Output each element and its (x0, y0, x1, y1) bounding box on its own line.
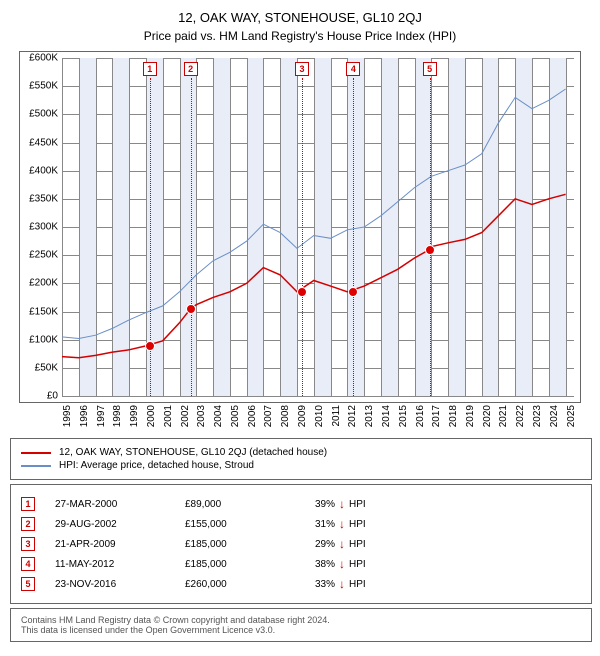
footer-box: Contains HM Land Registry data © Crown c… (10, 608, 592, 642)
transaction-price: £185,000 (185, 559, 315, 570)
y-axis-label: £200K (22, 278, 58, 289)
transaction-date: 23-NOV-2016 (55, 579, 185, 590)
transaction-dot (145, 341, 155, 351)
x-axis-label: 1996 (79, 405, 90, 435)
x-axis-label: 2012 (347, 405, 358, 435)
y-axis-label: £550K (22, 81, 58, 92)
x-axis-label: 2025 (566, 405, 577, 435)
transaction-row: 5 23-NOV-2016£260,00033% ↓ HPI (21, 577, 581, 591)
x-axis-label: 2010 (314, 405, 325, 435)
transaction-row: 2 29-AUG-2002£155,00031% ↓ HPI (21, 517, 581, 531)
transaction-dot (297, 287, 307, 297)
x-axis-label: 1997 (96, 405, 107, 435)
y-axis-label: £450K (22, 137, 58, 148)
transaction-number: 3 (21, 537, 35, 551)
legend-property-label: 12, OAK WAY, STONEHOUSE, GL10 2QJ (detac… (59, 447, 327, 458)
x-axis-label: 2021 (498, 405, 509, 435)
transaction-diff: 38% ↓ HPI (315, 557, 366, 571)
x-axis-label: 2023 (532, 405, 543, 435)
x-axis-label: 2017 (431, 405, 442, 435)
chart-marker: 4 (346, 62, 360, 76)
y-axis-label: £400K (22, 165, 58, 176)
y-axis-label: £250K (22, 250, 58, 261)
transaction-price: £155,000 (185, 519, 315, 530)
x-axis-label: 2015 (398, 405, 409, 435)
x-axis-label: 1995 (62, 405, 73, 435)
x-axis-label: 2006 (247, 405, 258, 435)
x-axis-label: 2014 (381, 405, 392, 435)
y-axis-label: £100K (22, 334, 58, 345)
transaction-row: 3 21-APR-2009£185,00029% ↓ HPI (21, 537, 581, 551)
y-axis-label: £600K (22, 53, 58, 64)
transactions-table: 1 27-MAR-2000£89,00039% ↓ HPI 2 29-AUG-2002… (10, 484, 592, 604)
footer-line-2: This data is licensed under the Open Gov… (21, 625, 581, 635)
x-axis-label: 2018 (448, 405, 459, 435)
x-axis-label: 2002 (180, 405, 191, 435)
x-axis-label: 2008 (280, 405, 291, 435)
transaction-number: 5 (21, 577, 35, 591)
arrow-down-icon: ↓ (339, 537, 345, 551)
x-axis-label: 2013 (364, 405, 375, 435)
x-axis-label: 1999 (129, 405, 140, 435)
x-axis-label: 2000 (146, 405, 157, 435)
y-axis-label: £500K (22, 109, 58, 120)
transaction-dot (425, 245, 435, 255)
transaction-diff: 39% ↓ HPI (315, 497, 366, 511)
transaction-date: 29-AUG-2002 (55, 519, 185, 530)
chart-marker: 2 (184, 62, 198, 76)
transaction-dot (186, 304, 196, 314)
transaction-price: £260,000 (185, 579, 315, 590)
x-axis-label: 2016 (415, 405, 426, 435)
x-axis-label: 1998 (112, 405, 123, 435)
transaction-dot (348, 287, 358, 297)
transaction-price: £89,000 (185, 499, 315, 510)
transaction-date: 11-MAY-2012 (55, 559, 185, 570)
chart-marker: 5 (423, 62, 437, 76)
transaction-number: 2 (21, 517, 35, 531)
x-axis-label: 2024 (549, 405, 560, 435)
y-axis-label: £300K (22, 222, 58, 233)
legend-hpi: HPI: Average price, detached house, Stro… (21, 460, 581, 471)
y-axis-label: £0 (22, 391, 58, 402)
chart-marker: 3 (295, 62, 309, 76)
x-axis-label: 2003 (196, 405, 207, 435)
transaction-diff: 31% ↓ HPI (315, 517, 366, 531)
y-axis-label: £150K (22, 306, 58, 317)
chart-marker: 1 (143, 62, 157, 76)
x-axis-label: 2005 (230, 405, 241, 435)
x-axis-label: 2022 (515, 405, 526, 435)
transaction-row: 4 11-MAY-2012£185,00038% ↓ HPI (21, 557, 581, 571)
legend-box: 12, OAK WAY, STONEHOUSE, GL10 2QJ (detac… (10, 438, 592, 480)
x-axis-label: 2001 (163, 405, 174, 435)
x-axis-label: 2009 (297, 405, 308, 435)
page-title: 12, OAK WAY, STONEHOUSE, GL10 2QJ (10, 10, 590, 25)
arrow-down-icon: ↓ (339, 497, 345, 511)
transaction-number: 1 (21, 497, 35, 511)
x-axis-label: 2004 (213, 405, 224, 435)
legend-hpi-label: HPI: Average price, detached house, Stro… (59, 460, 254, 471)
legend-property: 12, OAK WAY, STONEHOUSE, GL10 2QJ (detac… (21, 447, 581, 458)
transaction-row: 1 27-MAR-2000£89,00039% ↓ HPI (21, 497, 581, 511)
y-axis-label: £50K (22, 362, 58, 373)
page-subtitle: Price paid vs. HM Land Registry's House … (10, 29, 590, 43)
x-axis-label: 2011 (331, 405, 342, 435)
price-chart: £0 £50K £100K £150K £200K £250K £300K £350K £400… (19, 51, 581, 403)
transaction-diff: 33% ↓ HPI (315, 577, 366, 591)
footer-line-1: Contains HM Land Registry data © Crown c… (21, 615, 581, 625)
arrow-down-icon: ↓ (339, 517, 345, 531)
transaction-price: £185,000 (185, 539, 315, 550)
arrow-down-icon: ↓ (339, 557, 345, 571)
x-axis-label: 2019 (465, 405, 476, 435)
arrow-down-icon: ↓ (339, 577, 345, 591)
x-axis-label: 2020 (482, 405, 493, 435)
transaction-date: 27-MAR-2000 (55, 499, 185, 510)
transaction-diff: 29% ↓ HPI (315, 537, 366, 551)
transaction-number: 4 (21, 557, 35, 571)
x-axis-label: 2007 (263, 405, 274, 435)
transaction-date: 21-APR-2009 (55, 539, 185, 550)
y-axis-label: £350K (22, 193, 58, 204)
